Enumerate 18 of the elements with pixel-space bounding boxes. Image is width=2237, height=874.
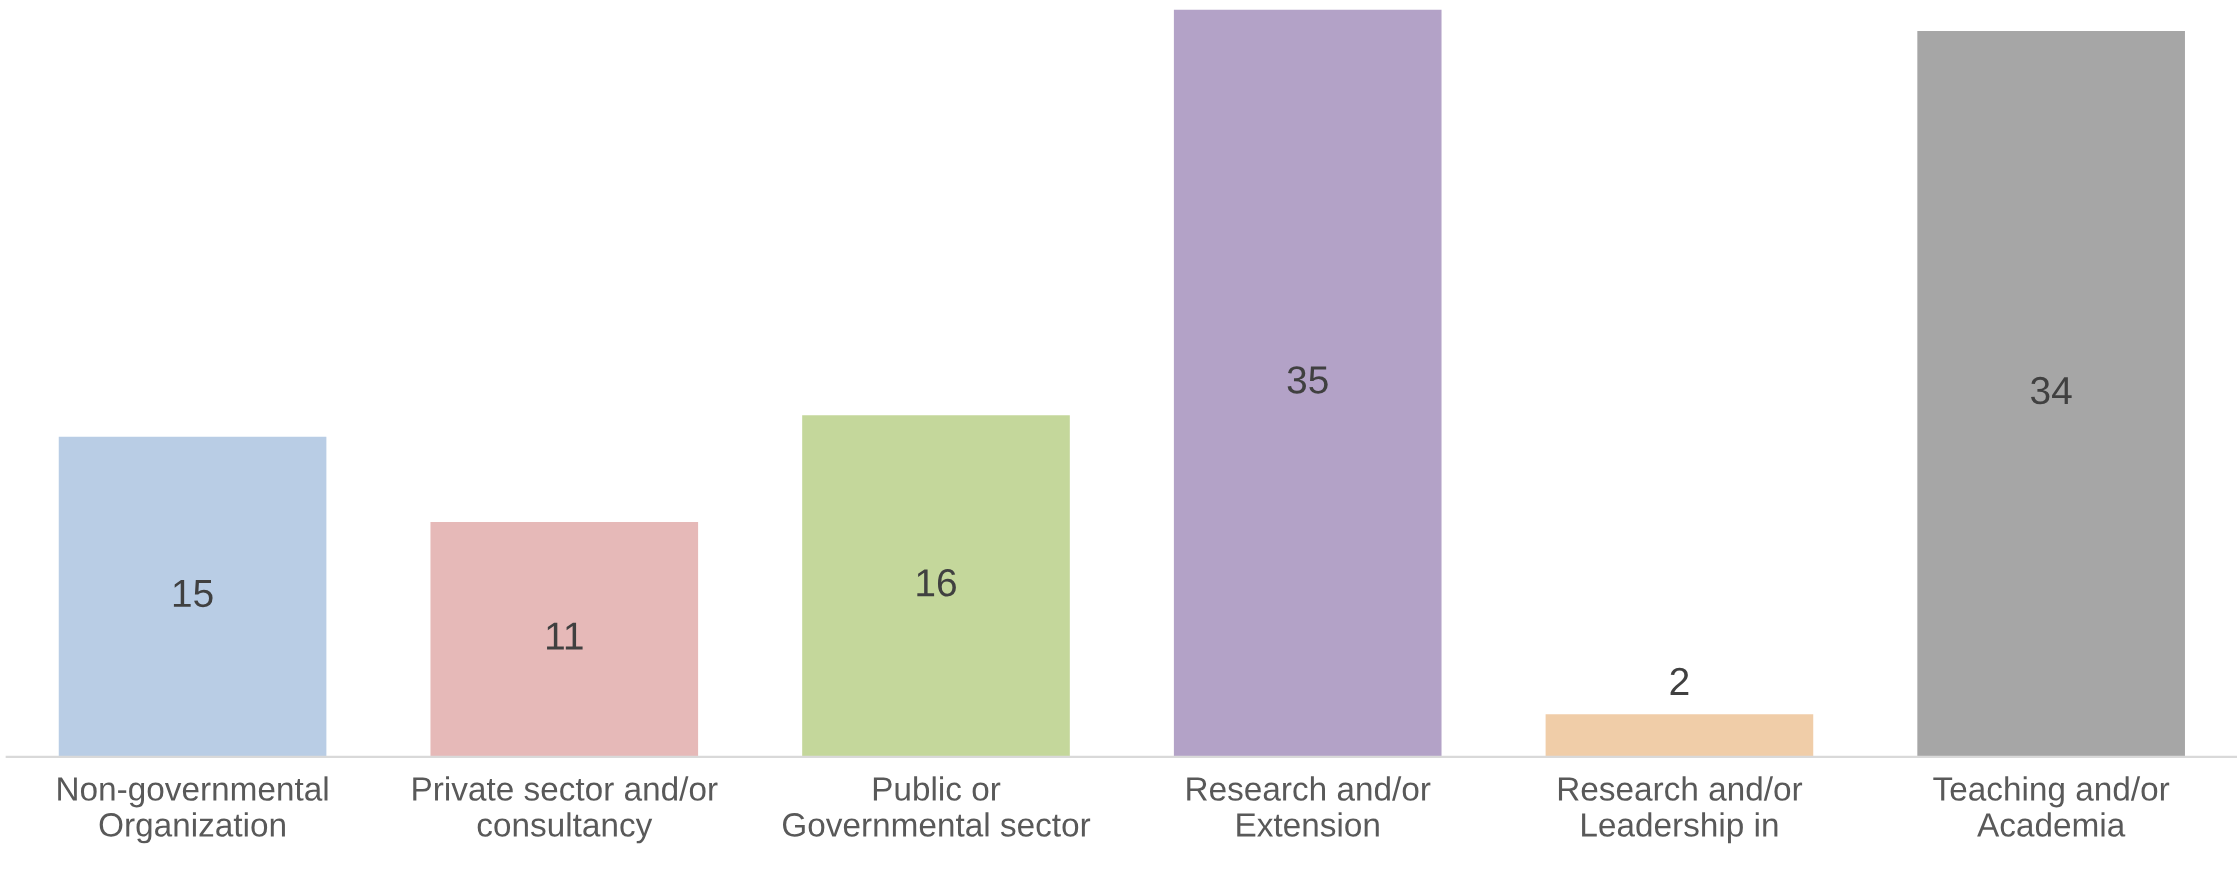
bar bbox=[1173, 9, 1442, 757]
x-tick-label: Research and/or Leadership in bbox=[1558, 776, 1803, 844]
data-label: 16 bbox=[917, 568, 956, 597]
x-tick-label: Teaching and/or Academia bbox=[1933, 776, 2170, 837]
x-tick-label: Public or Governmental sector bbox=[782, 776, 1091, 837]
data-label: 34 bbox=[2031, 376, 2072, 405]
bar bbox=[58, 436, 327, 757]
data-label: 11 bbox=[547, 622, 583, 650]
bar bbox=[1545, 714, 1814, 757]
bar bbox=[430, 522, 699, 757]
data-label: 2 bbox=[1670, 667, 1689, 695]
x-tick-label: Private sector and/or consultancy bbox=[413, 776, 718, 844]
x-tick-label: Research and/or Extension bbox=[1187, 776, 1431, 837]
bar bbox=[1917, 30, 2185, 757]
data-label: 35 bbox=[1287, 366, 1328, 394]
x-tick-label: Non-governmental Organization bbox=[58, 776, 328, 844]
bar bbox=[802, 415, 1070, 757]
data-label: 15 bbox=[173, 580, 213, 608]
